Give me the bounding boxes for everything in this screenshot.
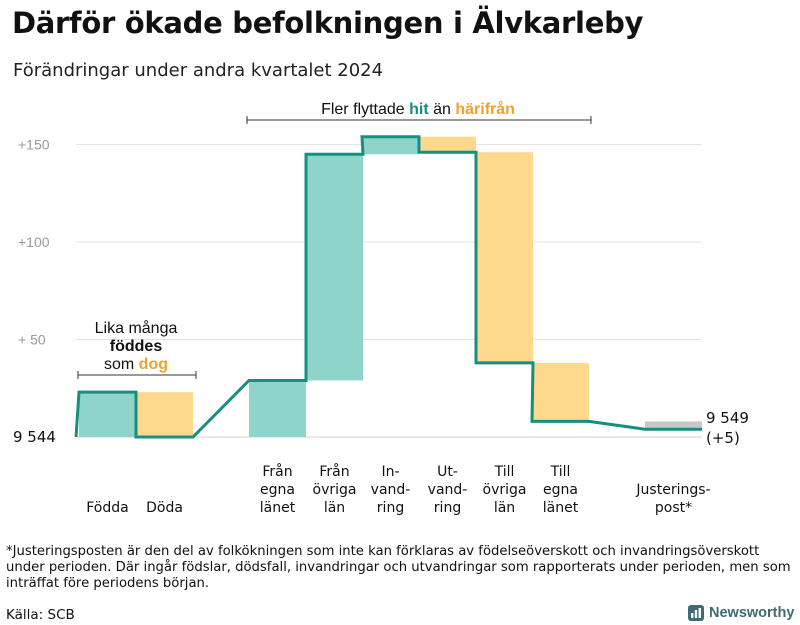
population-step-line [74,135,702,439]
waterfall-bar [532,362,589,422]
category-label: Justerings-post* [635,482,710,516]
annotation-births-line2: föddes [110,338,163,355]
y-tick-label: +150 [18,137,50,153]
end-change-label: (+5) [706,429,740,447]
category-label: Till övriga län [483,464,527,516]
category-label: In-vand-ring [371,464,411,516]
footnote: *Justeringsposten är den del av folkökni… [6,544,791,591]
waterfall-bar [645,421,702,430]
category-label: Från övriga län [313,463,357,516]
annotation-births-line3: som dog [104,356,168,373]
source-label: Källa: SCB [6,607,75,623]
newsworthy-logo: Newsworthy [688,605,794,621]
chart-title: Därför ökade befolkningen i Älvkarleby [12,6,644,40]
annotation-migration: Fler flyttade hit än härifrån [321,100,515,118]
waterfall-chart: +150 +100 + 50 9 544 Födda Döda Från egna länet F… [13,100,749,516]
waterfall-bar [362,136,419,155]
category-label: Ut-vand-ring [428,464,468,516]
waterfall-bar [79,392,136,437]
y-tick-label: + 50 [18,332,46,348]
brand-name: Newsworthy [709,605,795,621]
waterfall-bar [249,380,306,437]
waterfall-bar [476,152,533,363]
start-value-label: 9 544 [13,428,56,446]
category-label: Till egna länet [543,464,579,516]
end-value-label: 9 549 [706,409,749,427]
bar-chart-icon [688,605,704,621]
category-label: Födda [86,500,128,516]
annotation-births-line1: Lika många [95,319,178,337]
category-label: Från egna länet [260,463,296,516]
waterfall-bar [306,154,363,381]
category-label: Döda [146,500,183,516]
waterfall-bar [419,136,476,153]
y-tick-label: +100 [18,234,50,250]
waterfall-bar [136,392,193,437]
chart-subtitle: Förändringar under andra kvartalet 2024 [13,60,384,81]
